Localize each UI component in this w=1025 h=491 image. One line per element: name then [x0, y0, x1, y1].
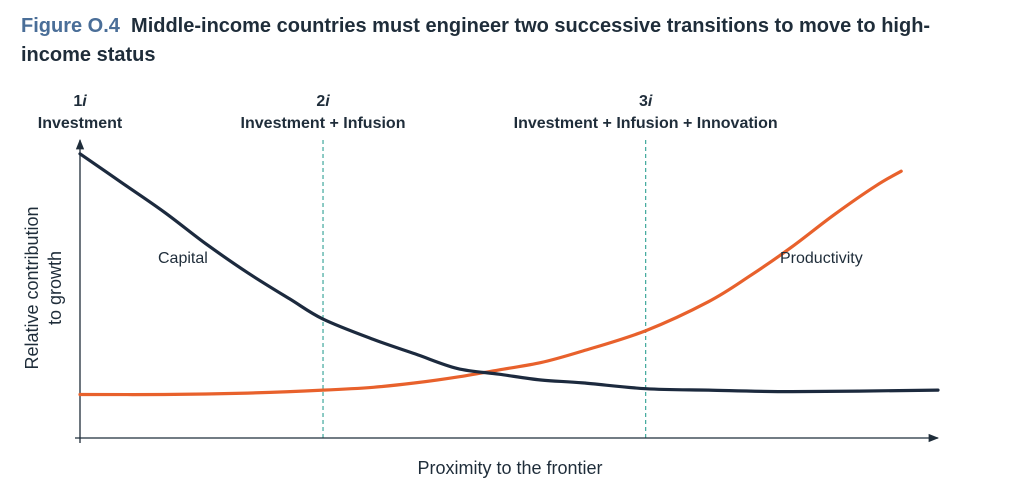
- figure-title: Figure O.4 Middle-income countries must …: [21, 12, 981, 70]
- phase-label-2: Investment + Infusion: [241, 115, 406, 132]
- phase-label-1: Investment: [38, 115, 123, 132]
- y-axis-label-line1: Relative contribution: [22, 206, 42, 369]
- x-axis-label: Proximity to the frontier: [417, 458, 602, 478]
- capital-label: Capital: [158, 250, 208, 267]
- phase-number-3: 3i: [639, 93, 653, 110]
- phase-number-1: 1i: [73, 93, 87, 110]
- phase-label-3: Investment + Infusion + Innovation: [514, 115, 778, 132]
- productivity-label: Productivity: [780, 250, 863, 267]
- productivity-curve: [78, 169, 903, 397]
- capital-curve: [78, 152, 940, 394]
- phase-number-2: 2i: [316, 93, 330, 110]
- figure-title-text: Middle-income countries must engineer tw…: [21, 15, 931, 66]
- figure-number: Figure O.4: [21, 15, 120, 37]
- y-axis-label-line2: to growth: [45, 251, 65, 325]
